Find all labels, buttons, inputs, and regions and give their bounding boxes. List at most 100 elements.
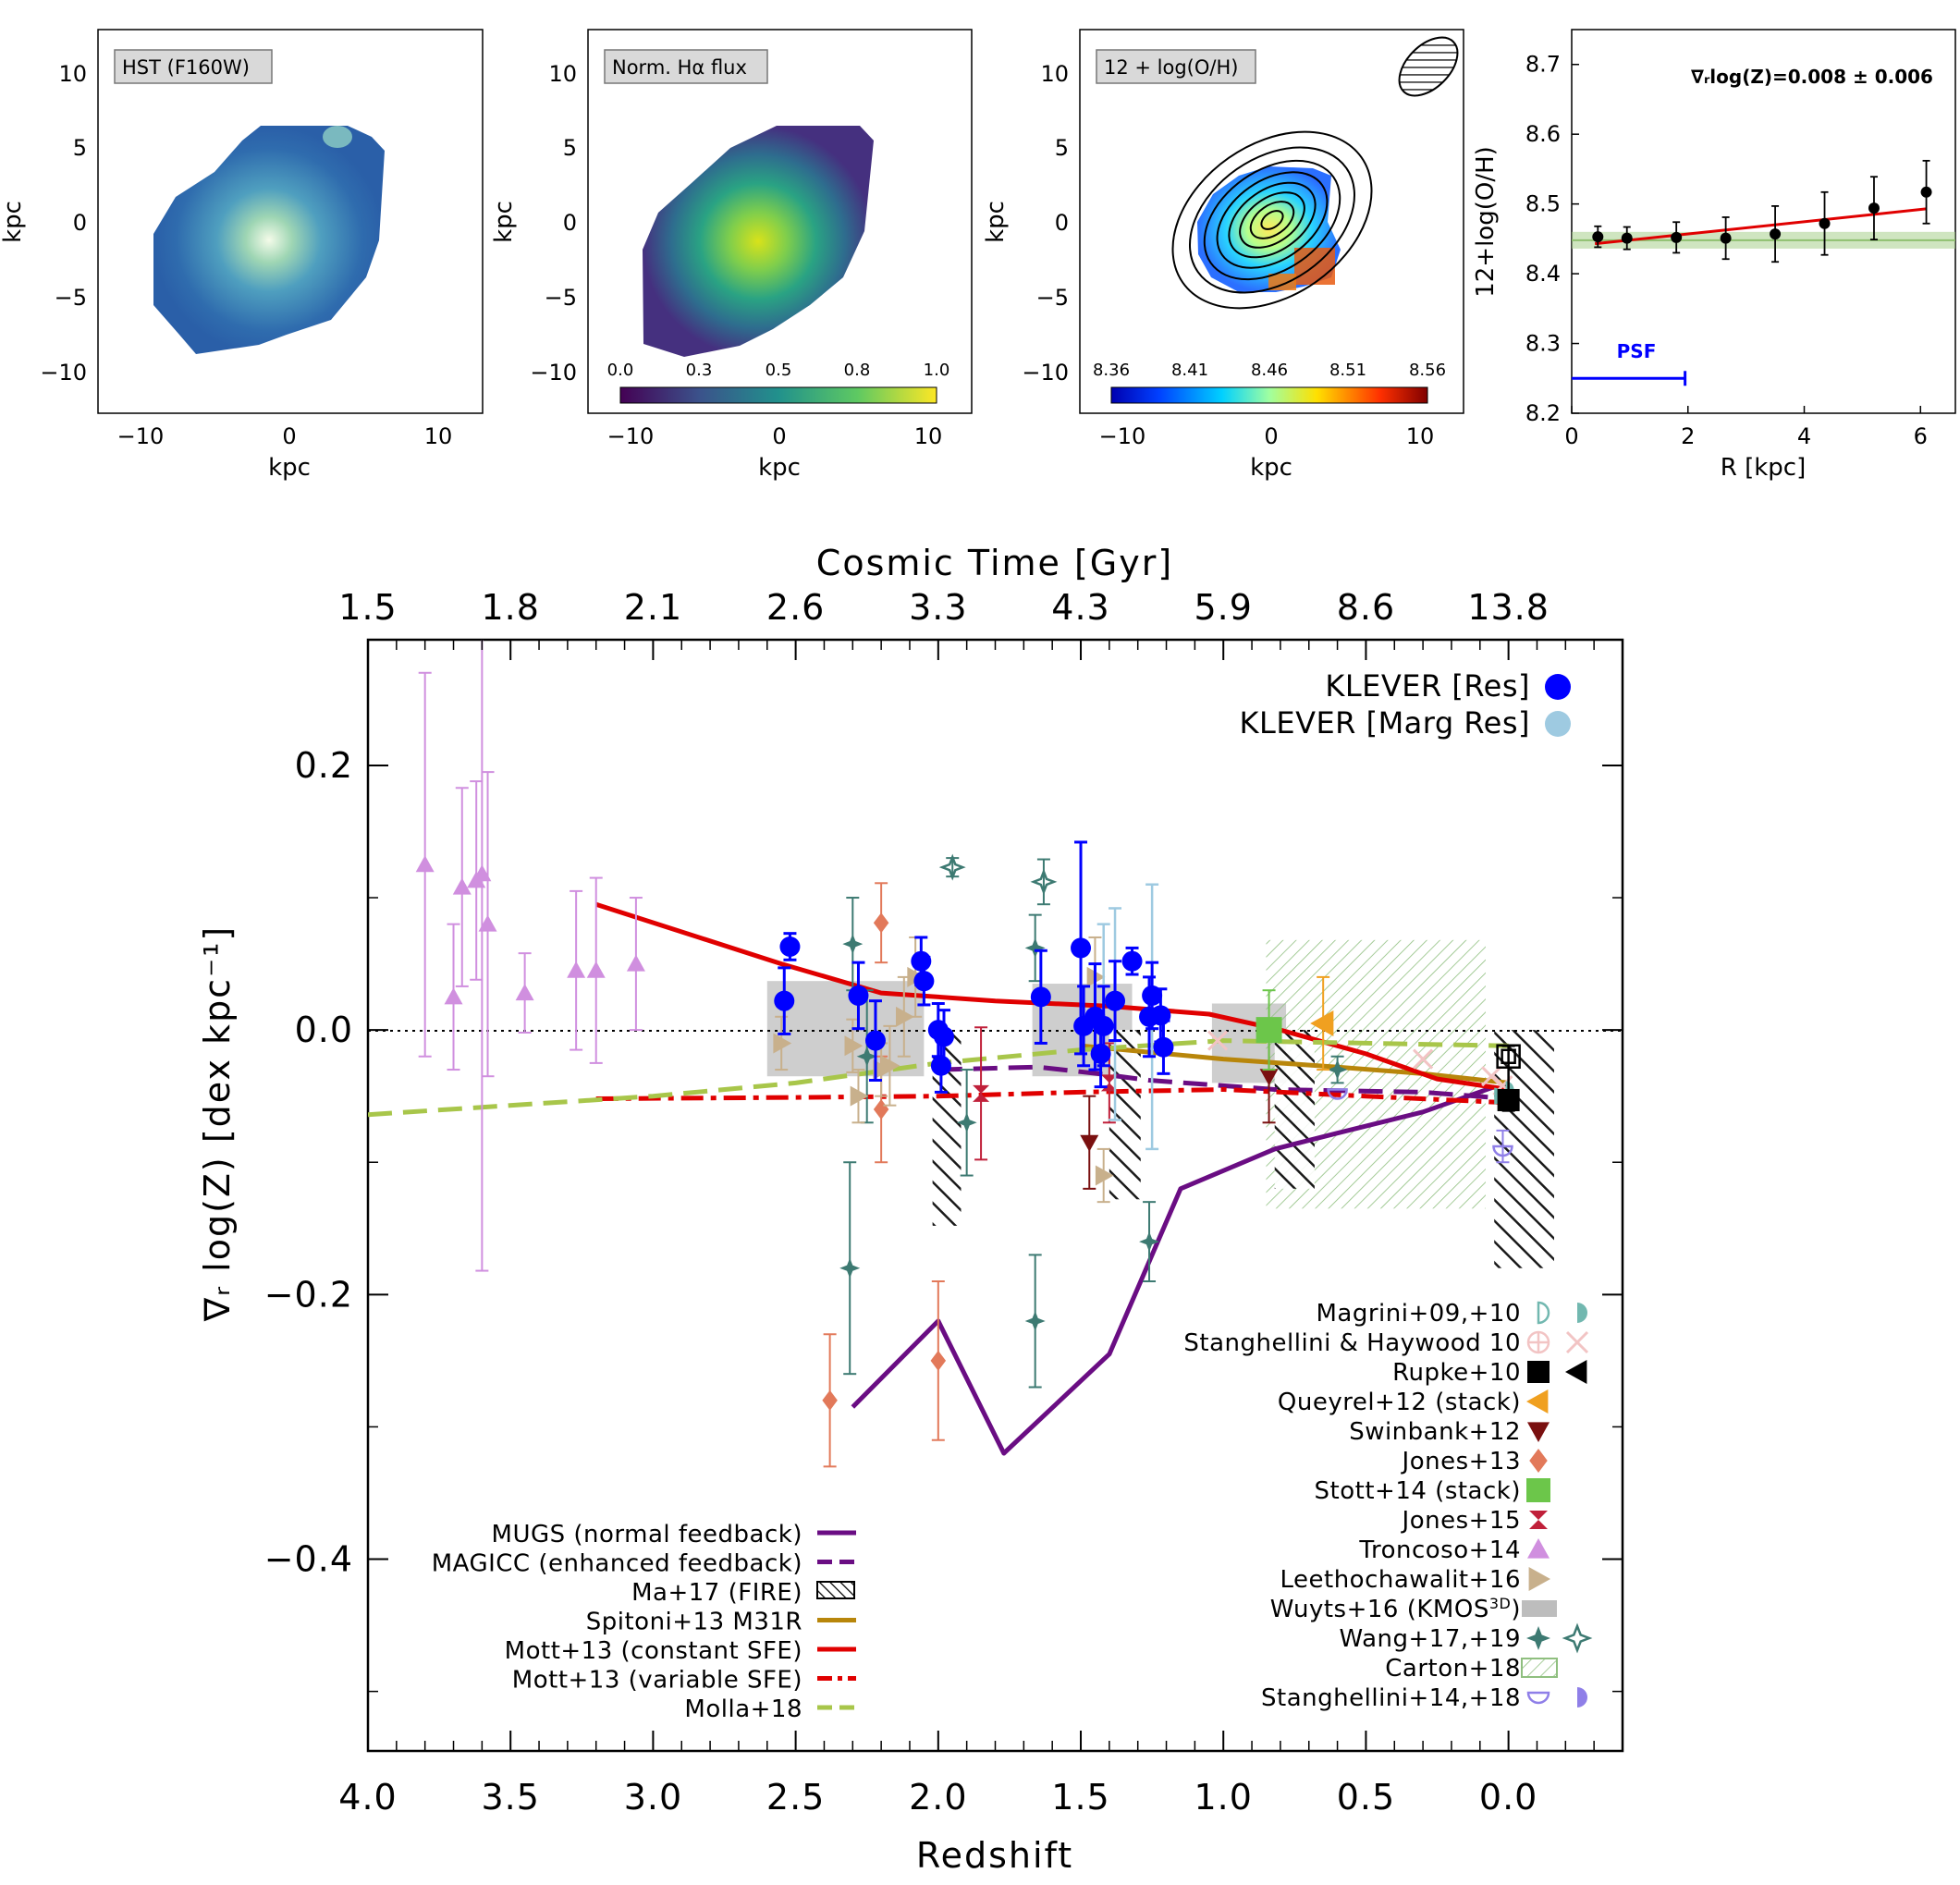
model-line <box>937 1064 1509 1101</box>
model-line <box>851 1084 1496 1456</box>
leethochawalit-point <box>1095 1165 1114 1186</box>
metallicity-ytick: −5 <box>1036 285 1069 311</box>
legend-klever-label: KLEVER [Res] <box>1325 668 1530 704</box>
legend-obs-marker-stroke <box>1565 1330 1589 1354</box>
jones13-point <box>873 1098 889 1120</box>
hst-galaxy-map <box>153 126 385 354</box>
troncoso-point <box>472 864 492 882</box>
stanghellini-point <box>1327 1088 1348 1100</box>
hst-ytick: 0 <box>73 210 87 236</box>
jones13-point <box>873 912 889 934</box>
legend-obs-sup: 3D <box>1489 1595 1512 1612</box>
wang-point <box>1327 1059 1348 1081</box>
metallicity-xtick: 0 <box>1264 423 1278 449</box>
legend-klever-marg-marker <box>1545 711 1571 737</box>
klever-point <box>930 1055 951 1076</box>
wang-point <box>842 934 864 955</box>
legend-obs-label: Queyrel+12 (stack) <box>1278 1389 1521 1416</box>
legend-fire-swatch <box>816 1581 855 1599</box>
beam-ellipse <box>1398 36 1459 97</box>
klever-point <box>1105 990 1126 1011</box>
profile-xtick-label: 4 <box>1797 423 1811 449</box>
profile-xtick-label: 2 <box>1681 423 1695 449</box>
model-line <box>595 1087 1509 1106</box>
klever-point <box>1093 1015 1114 1036</box>
main-top-tick-label: 4.3 <box>1051 587 1109 628</box>
legend-obs-marker <box>1565 1360 1587 1384</box>
main-legends: KLEVER [Res]KLEVER [Marg Res] Magrini+09,… <box>432 668 1593 1723</box>
stanghellini-haywood-point <box>1413 1048 1434 1070</box>
leethochawalit-point <box>773 1033 792 1054</box>
metallicity-ytick: 10 <box>1040 61 1069 87</box>
halpha-ytick: −10 <box>530 360 577 386</box>
legend-obs-marker <box>1577 1303 1587 1323</box>
legend-model-label: Mott+13 (variable SFE) <box>512 1667 802 1695</box>
legend-obs-close: ) <box>1511 1596 1521 1623</box>
jones15-point <box>973 1084 990 1102</box>
legend-obs-label: Stanghellini+14,+18 <box>1261 1684 1521 1712</box>
metallicity-label: 12 + log(O/H) <box>1104 56 1238 79</box>
legend-model-label: MUGS (normal feedback) <box>492 1521 802 1548</box>
halpha-ytick: 0 <box>563 210 577 236</box>
main-top-tick-label: 2.1 <box>624 587 682 628</box>
legend-obs-label: Wang+17,+19 <box>1340 1625 1521 1653</box>
profile-point <box>1770 228 1782 240</box>
halpha-colorbar <box>619 386 937 404</box>
profile-ytick-label: 8.4 <box>1525 261 1561 287</box>
legend-obs-label: Carton+18 <box>1385 1655 1521 1683</box>
main-top-tick-label: 1.5 <box>338 587 397 628</box>
legend-model-label: Mott+13 (constant SFE) <box>505 1637 802 1665</box>
profile-xtick-label: 6 <box>1914 423 1928 449</box>
legend-obs-label: Magrini+09,+10 <box>1317 1300 1522 1328</box>
klever-point <box>933 1026 954 1047</box>
legend-obs-marker <box>1527 1538 1550 1559</box>
wang-point <box>1024 937 1046 959</box>
panel-halpha: Norm. Hα flux 0.0 0.3 0.5 0.8 1.0 10 5 0… <box>490 29 973 482</box>
legend-obs-label: Jones+15 <box>1401 1507 1521 1535</box>
klever-point <box>911 950 932 972</box>
fire-box <box>1494 1030 1554 1268</box>
main-top-tick-label: 2.6 <box>766 587 825 628</box>
main-ytick-label: −0.2 <box>264 1274 353 1315</box>
halpha-cbar-tick: 0.8 <box>844 361 871 380</box>
legend-obs-marker <box>1529 1449 1548 1473</box>
klever-point <box>1150 1005 1171 1026</box>
main-data-points <box>415 640 1521 1468</box>
legend-wuyts-swatch <box>1522 1600 1557 1617</box>
main-ylabel: ∇ᵣ log(Z) [dex kpc⁻¹] <box>197 925 238 1322</box>
troncoso-point <box>415 855 435 873</box>
troncoso-point <box>515 984 534 1001</box>
metallicity-ytick: 5 <box>1055 135 1069 161</box>
legend-obs-marker <box>1526 1691 1550 1705</box>
legend-model-label: Molla+18 <box>684 1695 802 1723</box>
profile-point <box>1671 231 1683 243</box>
jones13-point <box>822 1389 838 1411</box>
troncoso-point <box>626 954 645 972</box>
profile-ytick-label: 8.6 <box>1525 121 1561 147</box>
leethochawalit-point <box>881 1055 900 1076</box>
profile-point <box>1621 232 1633 244</box>
profile-annotation: ∇ᵣlog(Z)=0.008 ± 0.006 <box>1691 66 1933 88</box>
main-axis-ticks: 4.0 3.5 3.0 2.5 2.0 1.5 1.0 0.5 0.0 1.5 1.8 2.1 2.6 3… <box>264 587 1623 1818</box>
halpha-ytick: 10 <box>548 61 577 87</box>
stanghellini-haywood-point-stroke <box>1207 1030 1229 1051</box>
main-xtick-label: 3.5 <box>481 1777 539 1818</box>
hst-label: HST (F160W) <box>122 56 250 79</box>
legend-obs-label: Swinbank+12 <box>1349 1418 1521 1446</box>
legend-klever-marg-label: KLEVER [Marg Res] <box>1240 705 1530 741</box>
troncoso-point <box>586 961 606 978</box>
legend-obs-label: Leethochawalit+16 <box>1280 1566 1521 1594</box>
rupke-point <box>1497 1088 1520 1111</box>
legend-obs-marker <box>1527 1422 1550 1442</box>
klever-point <box>913 971 935 992</box>
profile-ytick-label: 8.2 <box>1525 400 1561 426</box>
klever-point <box>1030 986 1051 1008</box>
leethochawalit-point <box>850 1085 869 1107</box>
rupke-point <box>1501 1048 1516 1064</box>
wang-point <box>1024 1310 1046 1331</box>
main-xtick-label: 1.0 <box>1194 1777 1253 1818</box>
legend-obs-marker <box>1562 1622 1593 1654</box>
klever-point <box>1121 950 1143 972</box>
hst-ytick: −10 <box>40 360 87 386</box>
